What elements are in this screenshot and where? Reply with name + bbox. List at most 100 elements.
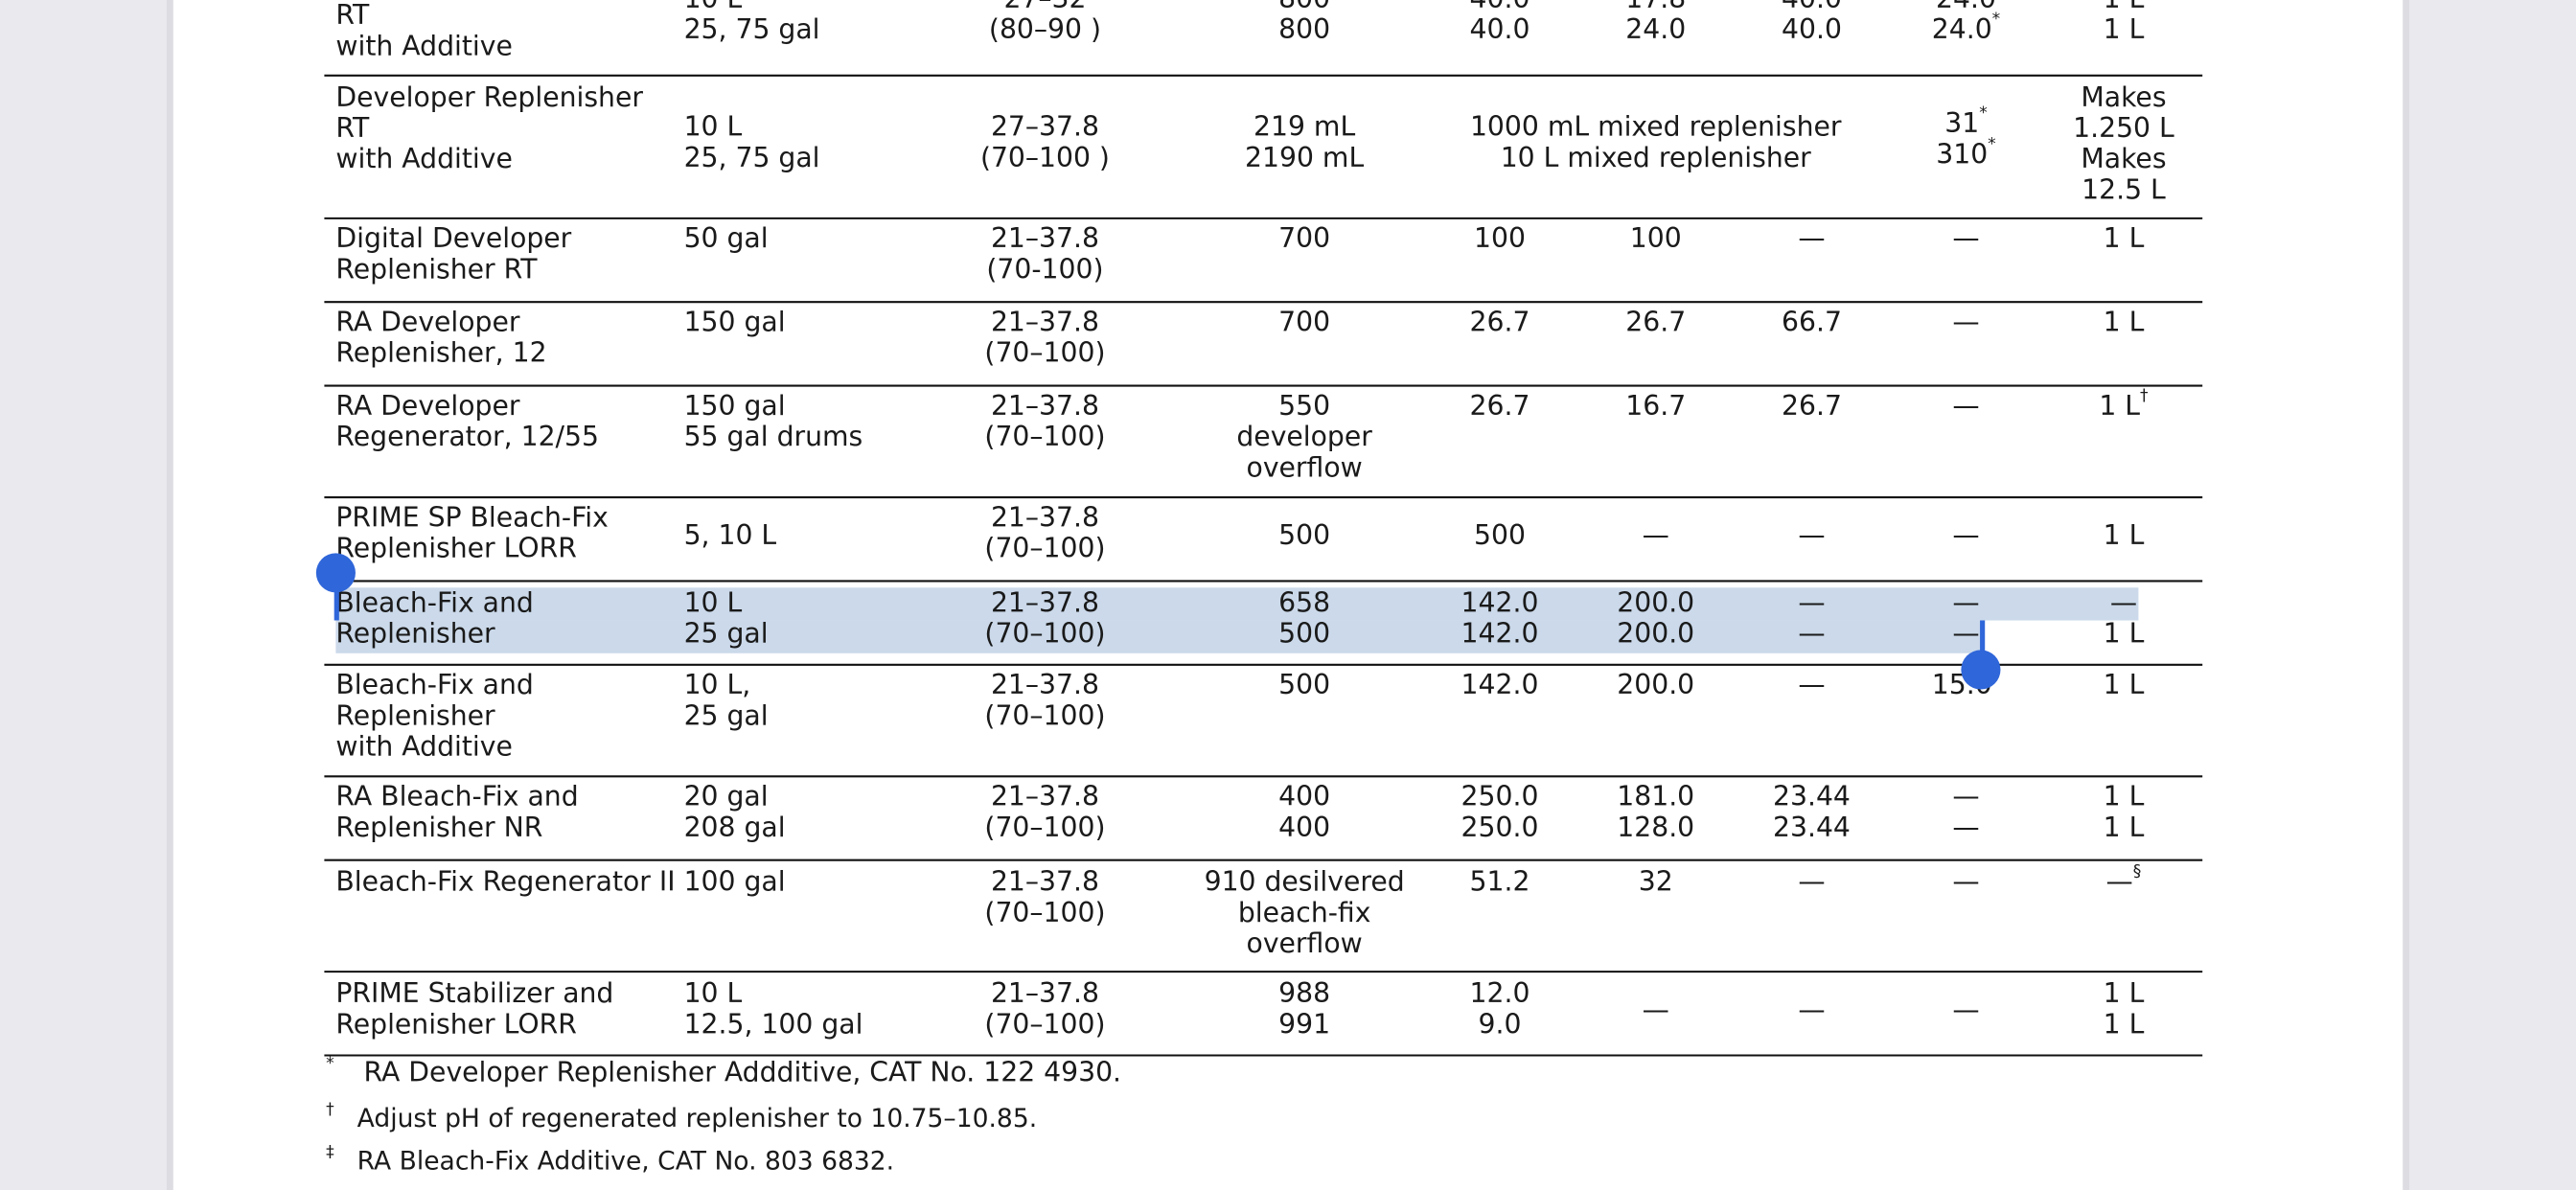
cell-text: 128.0 [1617,812,1694,843]
selection-handle-start[interactable] [315,553,356,593]
cell-text: — [1952,306,1979,337]
cell-text: 24.0 [1936,0,1996,14]
cell-text: RA Developer [335,306,519,337]
cell-text: Makes [2081,81,2166,113]
cell-text: 1 L† [2099,386,2149,422]
cell-text: Bleach-Fix and [335,586,533,618]
cell-text: 9.0 [1479,1008,1522,1040]
cell-text: (70–100) [984,812,1105,843]
cell-value: — [2106,866,2133,898]
cell-text: 181.0 [1617,781,1694,812]
cell-text: — [1798,618,1825,650]
cell-text: 200.0 [1617,586,1694,618]
cell-text: (70–100) [984,533,1105,564]
cell-text: 142.0 [1461,586,1539,618]
cell-text: 200.0 [1617,618,1694,650]
cell-text: Replenisher NR [335,812,542,843]
cell-text: 219 mL [1254,111,1355,143]
cell-text: 40.0 [1470,13,1530,45]
superscript: * [1992,10,2001,29]
cell-text: 142.0 [1461,618,1539,650]
cell-text: 1 L [2104,812,2145,843]
cell-text: (80–90 ) [989,13,1101,45]
cell-text: 500 [1278,618,1330,650]
cell-text: 12.5 L [2082,173,2166,205]
cell-text: 23.44 [1773,781,1851,812]
cell-text: Bleach-Fix and [335,669,533,700]
cell-text: 400 [1278,781,1330,812]
cell-text: 2190 mL [1245,142,1364,173]
cell-text: — [1952,812,1979,843]
cell-text: 10 L [684,0,743,14]
footnote-text: RA Developer Replenisher Addditive, CAT … [364,1056,1122,1087]
cell-text: (70–100) [984,897,1105,928]
cell-text: 21–37.8 [991,390,1099,422]
cell-text: 26.7 [1470,390,1530,422]
footnote-text: RA Bleach-Fix Additive, CAT No. 803 6832… [357,1146,894,1176]
cell-value: 24.0 [1932,13,1992,45]
cell-text: Replenisher [335,699,495,731]
cell-text: — [1952,586,1979,618]
cell-text: 150 gal [684,390,786,422]
cell-text: (70–100 ) [980,142,1110,173]
cell-text: 25 gal [684,699,769,731]
footnote-mark: ‡ [326,1143,334,1162]
cell-text: — [1952,994,1979,1025]
cell-text: — [1798,222,1825,254]
cell-text: 10 L, [684,669,751,700]
cell-text: with Additive [335,30,512,61]
cell-text: — [1643,519,1669,551]
cell-text: 100 gal [684,866,786,898]
cell-text: — [1952,866,1979,898]
cell-text: 32 [1639,866,1673,898]
cell-text: 40.0 [1470,0,1530,14]
cell-text: 40.0 [1782,13,1842,45]
cell-text: 25 gal [684,618,769,650]
cell-text: overflow [1247,927,1363,959]
cell-text: Regenerator, 12/55 [335,421,599,452]
cell-text: (70–100) [984,421,1105,452]
cell-text: 21–37.8 [991,977,1099,1009]
cell-text: 1 L [2104,618,2145,650]
cell-text: 17.8 [1625,0,1686,14]
cell-text: — [1952,390,1979,422]
cell-text: 24.0 [1625,13,1686,45]
cell-text: 1 L [2104,781,2145,812]
cell-text: 910 desilvered [1205,866,1405,898]
cell-text: — [1798,866,1825,898]
cell-text: — [1798,669,1825,700]
selection-handle-end[interactable] [1961,650,2001,690]
cell-text: — [1643,994,1669,1025]
superscript: † [2140,386,2149,405]
cell-text: 800 [1278,13,1330,45]
cell-text: 988 [1278,977,1330,1009]
cell-text: 150 gal [684,306,786,337]
cell-text: —§ [2106,862,2142,898]
cell-text: 20 gal [684,781,769,812]
cell-text: overflow [1247,451,1363,483]
cell-text: 12.5, 100 gal [684,1008,863,1040]
cell-text: 27–37.8 [991,111,1099,143]
superscript: * [1988,134,1996,153]
selection [335,587,2139,653]
footnote-text: Adjust pH of regenerated replenisher to … [357,1104,1037,1133]
cell-text: 10 L [684,111,743,143]
cell-text: — [1952,222,1979,254]
cell-text: — [1798,519,1825,551]
cell-text: with Additive [335,730,512,762]
cell-text: 23.44 [1773,812,1851,843]
cell-text: (70–100) [984,337,1105,369]
cell-text: 21–37.8 [991,501,1099,533]
cell-text: 51.2 [1470,866,1530,898]
cell-text: 500 [1278,669,1330,700]
cell-text: 24.0* [1932,10,2001,45]
cell-text: 250.0 [1461,812,1539,843]
cell-text: RT [335,0,370,31]
cell-text: 26.7 [1470,306,1530,337]
selection-highlight [335,620,1985,653]
cell-text: 21–37.8 [991,222,1099,254]
cell-text: Replenisher, 12 [335,337,546,369]
cell-text: 31* [1944,103,1988,139]
cell-text: with Additive [335,143,512,174]
